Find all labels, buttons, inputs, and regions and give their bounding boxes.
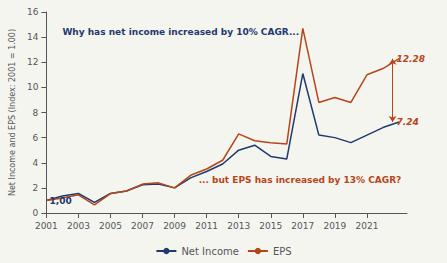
svg-text:0: 0 — [33, 208, 39, 218]
svg-text:12: 12 — [27, 57, 38, 67]
svg-text:4: 4 — [33, 158, 39, 168]
svg-text:EPS: EPS — [273, 246, 292, 257]
svg-text:12.28: 12.28 — [397, 54, 425, 64]
svg-text:2001: 2001 — [35, 221, 58, 231]
svg-text:2015: 2015 — [259, 221, 282, 231]
svg-text:2: 2 — [33, 183, 39, 193]
svg-text:2017: 2017 — [291, 221, 314, 231]
svg-text:10: 10 — [27, 82, 39, 92]
svg-text:16: 16 — [27, 7, 39, 17]
svg-text:7.24: 7.24 — [397, 117, 419, 127]
svg-text:1,00: 1,00 — [50, 196, 72, 206]
svg-text:6: 6 — [33, 133, 39, 143]
svg-text:Net Income and EPS (Index: 200: Net Income and EPS (Index: 2001 = 1.00) — [8, 29, 17, 196]
svg-text:14: 14 — [27, 32, 39, 42]
svg-text:2021: 2021 — [355, 221, 378, 231]
svg-text:2011: 2011 — [195, 221, 218, 231]
svg-text:2013: 2013 — [227, 221, 250, 231]
svg-text:2009: 2009 — [163, 221, 186, 231]
svg-text:8: 8 — [33, 108, 39, 118]
svg-text:2007: 2007 — [131, 221, 154, 231]
svg-text:Net Income: Net Income — [181, 246, 239, 257]
svg-text:2003: 2003 — [67, 221, 90, 231]
svg-text:2019: 2019 — [323, 221, 346, 231]
svg-text:2005: 2005 — [99, 221, 122, 231]
svg-text:Why has net income increased b: Why has net income increased by 10% CAGR… — [62, 27, 299, 37]
svg-text:... but EPS has increased by 1: ... but EPS has increased by 13% CAGR? — [199, 175, 402, 185]
